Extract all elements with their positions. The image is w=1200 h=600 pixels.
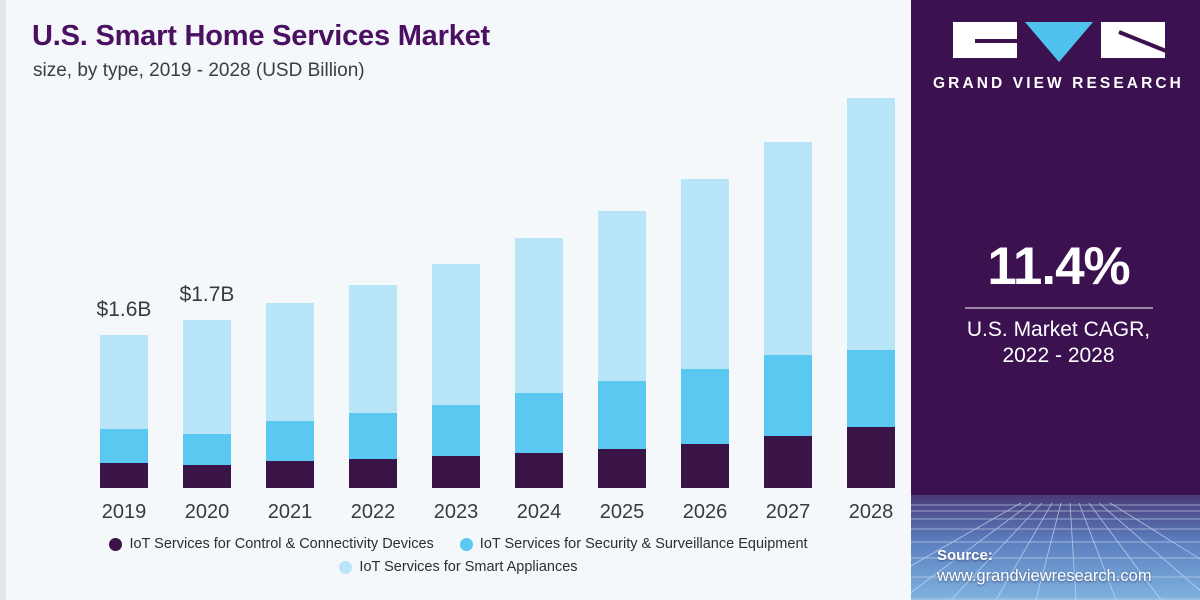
segment-security-2022[interactable] bbox=[349, 413, 397, 459]
legend-label: IoT Services for Security & Surveillance… bbox=[479, 536, 808, 552]
segment-security-2023[interactable] bbox=[432, 405, 480, 456]
value-label-2020: $1.7B bbox=[179, 283, 235, 306]
cagr-divider bbox=[964, 307, 1153, 309]
segment-security-2020[interactable] bbox=[183, 434, 231, 465]
segment-control-2019[interactable] bbox=[100, 463, 148, 488]
page-title: U.S. Smart Home Services Market bbox=[32, 20, 491, 52]
x-axis-label-2022: 2022 bbox=[350, 501, 396, 523]
bar-2027[interactable] bbox=[764, 142, 812, 488]
source-label: Source: bbox=[937, 547, 993, 564]
legend-swatch-icon bbox=[459, 537, 473, 551]
legend-row-1: IoT Services for Control & Connectivity … bbox=[6, 536, 911, 552]
stacked-bar-chart: 2019 2020 2021 2022 2023 2024 2025 2026 2027 2028… bbox=[6, 0, 911, 600]
segment-appliances-2028[interactable] bbox=[847, 98, 895, 350]
segment-control-2026[interactable] bbox=[681, 444, 729, 488]
bar-2023[interactable] bbox=[432, 264, 480, 488]
x-axis-label-2025: 2025 bbox=[599, 501, 645, 523]
segment-appliances-2021[interactable] bbox=[266, 303, 314, 421]
segment-control-2028[interactable] bbox=[847, 427, 895, 488]
x-axis-label-2026: 2026 bbox=[682, 501, 728, 523]
logo-g-icon bbox=[952, 22, 1017, 58]
x-axis-label-2021: 2021 bbox=[267, 501, 313, 523]
segment-control-2020[interactable] bbox=[183, 465, 231, 488]
logo-marks bbox=[952, 22, 1165, 62]
cagr-value: 11.4% bbox=[987, 237, 1130, 296]
brand-logo: GRAND VIEW RESEARCH bbox=[911, 22, 1200, 93]
source-url[interactable]: www.grandviewresearch.com bbox=[937, 567, 1152, 585]
logo-r-icon bbox=[1100, 22, 1165, 58]
segment-appliances-2024[interactable] bbox=[515, 238, 563, 393]
cagr-block: 11.4% U.S. Market CAGR, 2022 - 2028 bbox=[911, 236, 1200, 368]
segment-appliances-2026[interactable] bbox=[681, 179, 729, 369]
segment-appliances-2025[interactable] bbox=[598, 211, 646, 381]
legend-swatch-icon bbox=[109, 537, 123, 551]
page-subtitle: size, by type, 2019 - 2028 (USD Billion) bbox=[33, 60, 365, 81]
segment-security-2019[interactable] bbox=[100, 429, 148, 463]
legend-item[interactable]: IoT Services for Security & Surveillance… bbox=[459, 536, 808, 552]
source-block: Source: www.grandviewresearch.com bbox=[937, 547, 1152, 586]
perspective-grid-graphic: Source: www.grandviewresearch.com bbox=[911, 495, 1200, 600]
bar-2028[interactable] bbox=[847, 98, 895, 488]
cagr-caption-line-2: 2022 - 2028 bbox=[1002, 344, 1115, 367]
segment-appliances-2020[interactable] bbox=[183, 320, 231, 434]
cagr-caption-line-1: U.S. Market CAGR, bbox=[966, 318, 1151, 341]
segment-control-2024[interactable] bbox=[515, 453, 563, 488]
side-panel: GRAND VIEW RESEARCH 11.4% U.S. Market CA… bbox=[911, 0, 1200, 600]
segment-control-2025[interactable] bbox=[598, 449, 646, 488]
bar-2022[interactable] bbox=[349, 285, 397, 488]
segment-appliances-2022[interactable] bbox=[349, 285, 397, 413]
value-label-2019: $1.6B bbox=[96, 298, 152, 321]
segment-appliances-2027[interactable] bbox=[764, 142, 812, 355]
segment-security-2028[interactable] bbox=[847, 350, 895, 427]
legend-swatch-icon bbox=[339, 560, 353, 574]
x-axis-label-2020: 2020 bbox=[184, 501, 230, 523]
x-axis-label-2023: 2023 bbox=[433, 501, 479, 523]
x-axis-label-2027: 2027 bbox=[765, 501, 811, 523]
segment-appliances-2023[interactable] bbox=[432, 264, 480, 405]
x-axis-label-2024: 2024 bbox=[516, 501, 562, 523]
segment-control-2027[interactable] bbox=[764, 436, 812, 488]
bar-2020[interactable] bbox=[183, 320, 231, 488]
bar-2024[interactable] bbox=[515, 238, 563, 488]
segment-security-2024[interactable] bbox=[515, 393, 563, 453]
segment-control-2021[interactable] bbox=[266, 461, 314, 488]
x-axis-label-2019: 2019 bbox=[101, 501, 147, 523]
segment-control-2022[interactable] bbox=[349, 459, 397, 488]
chart-legend: IoT Services for Control & Connectivity … bbox=[6, 536, 911, 582]
x-axis-label-2028: 2028 bbox=[848, 501, 894, 523]
grid-lines-icon bbox=[911, 502, 1200, 600]
segment-security-2027[interactable] bbox=[764, 355, 812, 436]
logo-wordmark: GRAND VIEW RESEARCH bbox=[933, 75, 1184, 92]
bar-2021[interactable] bbox=[266, 303, 314, 488]
legend-row-2: IoT Services for Smart Appliances bbox=[6, 559, 911, 575]
segment-security-2021[interactable] bbox=[266, 421, 314, 461]
bar-2019[interactable] bbox=[100, 335, 148, 488]
segment-security-2025[interactable] bbox=[598, 381, 646, 449]
segment-appliances-2019[interactable] bbox=[100, 335, 148, 429]
logo-v-icon bbox=[1024, 22, 1093, 62]
bar-2025[interactable] bbox=[598, 211, 646, 488]
legend-label: IoT Services for Control & Connectivity … bbox=[129, 536, 434, 552]
legend-label: IoT Services for Smart Appliances bbox=[359, 559, 578, 575]
legend-item[interactable]: IoT Services for Control & Connectivity … bbox=[109, 536, 434, 552]
segment-control-2023[interactable] bbox=[432, 456, 480, 488]
segment-security-2026[interactable] bbox=[681, 369, 729, 444]
legend-item[interactable]: IoT Services for Smart Appliances bbox=[339, 559, 578, 575]
chart-panel: U.S. Smart Home Services Market size, by… bbox=[6, 0, 911, 600]
bar-2026[interactable] bbox=[681, 179, 729, 488]
